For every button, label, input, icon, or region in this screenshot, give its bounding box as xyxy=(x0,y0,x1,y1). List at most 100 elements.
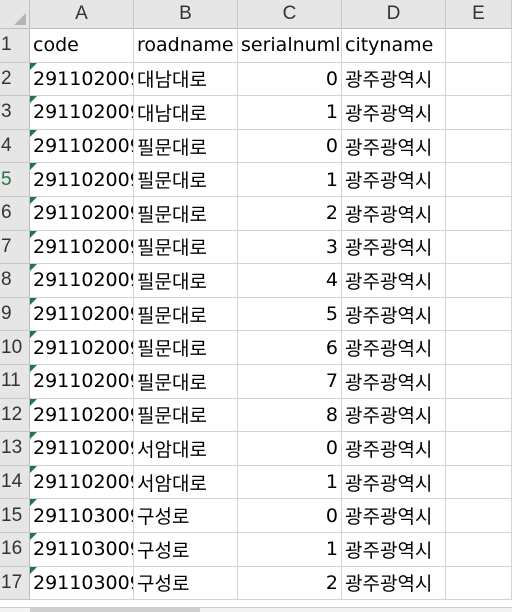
empty-cell[interactable] xyxy=(446,230,512,265)
empty-cell[interactable] xyxy=(446,465,512,500)
empty-cell[interactable] xyxy=(446,533,512,567)
empty-cell[interactable] xyxy=(446,197,512,231)
row-header-5[interactable]: 5 xyxy=(0,163,30,197)
code-cell[interactable]: 291102009 xyxy=(30,297,134,332)
code-cell[interactable]: 291102009 xyxy=(30,365,134,399)
empty-cell[interactable] xyxy=(446,96,512,130)
roadname-cell[interactable]: 필문대로 xyxy=(134,264,238,298)
code-cell[interactable]: 291102009 xyxy=(30,197,134,231)
empty-cell[interactable] xyxy=(446,62,512,97)
row-header-8[interactable]: 8 xyxy=(0,264,30,298)
row-header-1[interactable]: 1 xyxy=(0,29,30,63)
roadname-cell[interactable]: 필문대로 xyxy=(134,365,238,399)
serial-cell[interactable]: 0 xyxy=(238,499,342,533)
cityname-cell[interactable]: 광주광역시 xyxy=(342,96,446,130)
cityname-cell[interactable]: 광주광역시 xyxy=(342,566,446,601)
cityname-cell[interactable]: 광주광역시 xyxy=(342,297,446,332)
row-header-16[interactable]: 16 xyxy=(0,533,30,567)
code-cell[interactable]: 291102009 xyxy=(30,129,134,164)
roadname-cell[interactable]: 서암대로 xyxy=(134,432,238,466)
cell-a1[interactable]: code xyxy=(30,29,134,63)
row-header-6[interactable]: 6 xyxy=(0,197,30,231)
serial-cell[interactable]: 0 xyxy=(238,129,342,164)
row-header-4[interactable]: 4 xyxy=(0,129,30,164)
roadname-cell[interactable]: 필문대로 xyxy=(134,163,238,197)
row-header-13[interactable]: 13 xyxy=(0,432,30,466)
serial-cell[interactable]: 2 xyxy=(238,197,342,231)
column-header-c[interactable]: C xyxy=(238,0,342,29)
row-header-7[interactable]: 7 xyxy=(0,230,30,265)
column-header-d[interactable]: D xyxy=(342,0,446,29)
roadname-cell[interactable]: 구성로 xyxy=(134,566,238,601)
code-cell[interactable]: 291102009 xyxy=(30,331,134,365)
roadname-cell[interactable]: 서암대로 xyxy=(134,465,238,500)
empty-cell[interactable] xyxy=(446,365,512,399)
cityname-cell[interactable]: 광주광역시 xyxy=(342,197,446,231)
code-cell[interactable]: 291102009 xyxy=(30,230,134,265)
cell-c1[interactable]: serialnuml xyxy=(238,29,342,63)
code-cell[interactable]: 291103009 xyxy=(30,533,134,567)
empty-cell[interactable] xyxy=(446,499,512,533)
select-all-button[interactable] xyxy=(0,0,30,29)
row-header-11[interactable]: 11 xyxy=(0,365,30,399)
roadname-cell[interactable]: 대남대로 xyxy=(134,96,238,130)
serial-cell[interactable]: 0 xyxy=(238,62,342,97)
cityname-cell[interactable]: 광주광역시 xyxy=(342,398,446,433)
empty-cell[interactable] xyxy=(446,566,512,601)
serial-cell[interactable]: 6 xyxy=(238,331,342,365)
serial-cell[interactable]: 0 xyxy=(238,432,342,466)
code-cell[interactable]: 291102009 xyxy=(30,264,134,298)
serial-cell[interactable]: 4 xyxy=(238,264,342,298)
cell-e1[interactable] xyxy=(446,29,512,63)
empty-cell[interactable] xyxy=(446,264,512,298)
roadname-cell[interactable]: 필문대로 xyxy=(134,398,238,433)
cityname-cell[interactable]: 광주광역시 xyxy=(342,465,446,500)
row-header-15[interactable]: 15 xyxy=(0,499,30,533)
row-header-14[interactable]: 14 xyxy=(0,465,30,500)
cityname-cell[interactable]: 광주광역시 xyxy=(342,499,446,533)
roadname-cell[interactable]: 구성로 xyxy=(134,533,238,567)
cityname-cell[interactable]: 광주광역시 xyxy=(342,129,446,164)
roadname-cell[interactable]: 대남대로 xyxy=(134,62,238,97)
code-cell[interactable]: 291102009 xyxy=(30,398,134,433)
column-header-b[interactable]: B xyxy=(134,0,238,29)
column-header-e[interactable]: E xyxy=(446,0,512,29)
code-cell[interactable]: 291103009 xyxy=(30,566,134,601)
roadname-cell[interactable]: 구성로 xyxy=(134,499,238,533)
horizontal-scrollbar[interactable] xyxy=(0,607,512,612)
empty-cell[interactable] xyxy=(446,297,512,332)
cell-d1[interactable]: cityname xyxy=(342,29,446,63)
roadname-cell[interactable]: 필문대로 xyxy=(134,230,238,265)
empty-cell[interactable] xyxy=(446,331,512,365)
column-header-a[interactable]: A xyxy=(30,0,134,29)
empty-cell[interactable] xyxy=(446,432,512,466)
serial-cell[interactable]: 3 xyxy=(238,230,342,265)
cityname-cell[interactable]: 광주광역시 xyxy=(342,331,446,365)
empty-cell[interactable] xyxy=(446,398,512,433)
row-header-3[interactable]: 3 xyxy=(0,96,30,130)
cityname-cell[interactable]: 광주광역시 xyxy=(342,365,446,399)
empty-cell[interactable] xyxy=(446,129,512,164)
serial-cell[interactable]: 2 xyxy=(238,566,342,601)
serial-cell[interactable]: 1 xyxy=(238,465,342,500)
row-header-9[interactable]: 9 xyxy=(0,297,30,332)
cityname-cell[interactable]: 광주광역시 xyxy=(342,62,446,97)
cityname-cell[interactable]: 광주광역시 xyxy=(342,230,446,265)
code-cell[interactable]: 291102009 xyxy=(30,432,134,466)
roadname-cell[interactable]: 필문대로 xyxy=(134,297,238,332)
empty-cell[interactable] xyxy=(446,163,512,197)
roadname-cell[interactable]: 필문대로 xyxy=(134,197,238,231)
serial-cell[interactable]: 8 xyxy=(238,398,342,433)
row-header-12[interactable]: 12 xyxy=(0,398,30,433)
row-header-2[interactable]: 2 xyxy=(0,62,30,97)
row-header-10[interactable]: 10 xyxy=(0,331,30,365)
cityname-cell[interactable]: 광주광역시 xyxy=(342,264,446,298)
row-header-17[interactable]: 17 xyxy=(0,566,30,601)
serial-cell[interactable]: 7 xyxy=(238,365,342,399)
cell-b1[interactable]: roadname xyxy=(134,29,238,63)
roadname-cell[interactable]: 필문대로 xyxy=(134,129,238,164)
serial-cell[interactable]: 5 xyxy=(238,297,342,332)
scrollbar-thumb[interactable] xyxy=(30,608,200,612)
serial-cell[interactable]: 1 xyxy=(238,533,342,567)
